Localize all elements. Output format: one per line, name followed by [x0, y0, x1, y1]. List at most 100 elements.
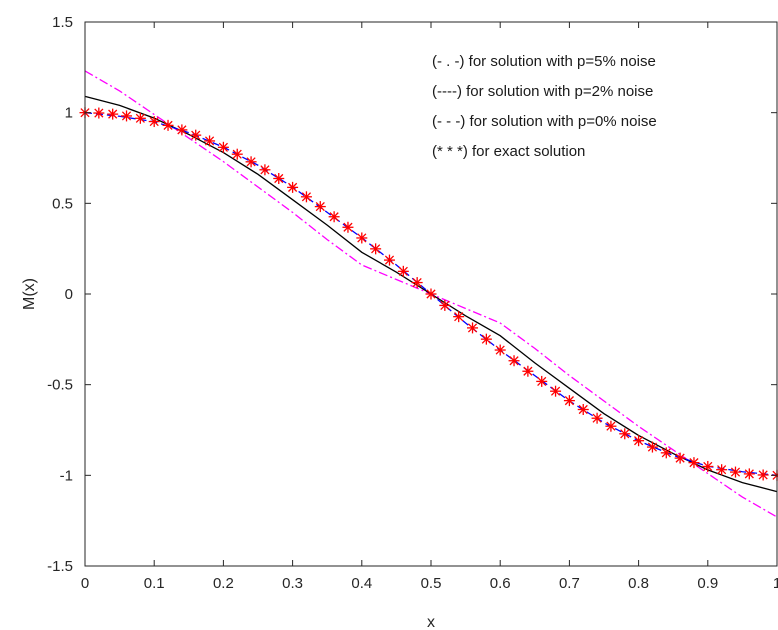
- y-tick-label: 0.5: [52, 195, 73, 212]
- exact-marker-stroke: [703, 461, 713, 472]
- exact-marker: [383, 254, 395, 266]
- x-tick-label: 0.5: [421, 575, 442, 592]
- exact-marker-stroke: [329, 212, 339, 222]
- exact-marker: [453, 311, 465, 323]
- exact-marker: [522, 365, 534, 377]
- exact-marker-stroke: [758, 470, 768, 480]
- y-tick-label: -1: [60, 467, 73, 484]
- exact-marker: [204, 135, 216, 147]
- exact-marker: [536, 375, 548, 387]
- exact-marker-stroke: [537, 376, 547, 386]
- exact-marker-stroke: [481, 334, 491, 344]
- exact-marker-stroke: [301, 192, 312, 202]
- exact-marker-stroke: [620, 429, 630, 439]
- exact-marker: [425, 288, 437, 300]
- exact-marker: [757, 469, 769, 481]
- exact-marker: [494, 344, 506, 356]
- exact-marker-stroke: [509, 356, 519, 366]
- x-tick-label: 0.1: [144, 575, 165, 592]
- exact-marker: [439, 299, 451, 311]
- x-tick-label: 0.3: [282, 575, 303, 592]
- x-tick-label: 0.2: [213, 575, 234, 592]
- exact-marker: [273, 172, 285, 184]
- exact-marker: [121, 110, 133, 122]
- x-tick-label: 1: [773, 575, 778, 592]
- exact-marker-stroke: [592, 413, 602, 423]
- exact-marker-stroke: [634, 436, 644, 446]
- exact-marker-stroke: [440, 300, 450, 311]
- exact-marker: [743, 468, 755, 480]
- y-tick-label: -1.5: [47, 558, 73, 575]
- exact-marker-stroke: [398, 266, 408, 276]
- exact-marker: [605, 420, 617, 432]
- exact-marker-stroke: [564, 396, 574, 406]
- x-tick-label: 0: [81, 575, 89, 592]
- exact-marker: [245, 156, 257, 168]
- exact-marker: [300, 191, 312, 203]
- exact-marker-stroke: [523, 366, 533, 376]
- exact-marker: [287, 181, 299, 193]
- exact-marker-stroke: [647, 442, 658, 452]
- exact-marker: [646, 441, 658, 453]
- exact-marker: [688, 457, 700, 469]
- exact-marker: [563, 395, 575, 407]
- exact-marker: [660, 447, 672, 459]
- exact-marker-stroke: [606, 421, 616, 431]
- cropped-header-text: [190, 0, 195, 7]
- exact-marker-stroke: [108, 109, 118, 119]
- exact-marker-stroke: [675, 453, 685, 463]
- exact-marker-stroke: [412, 277, 422, 288]
- y-axis-label: M(x): [21, 278, 38, 310]
- exact-marker-stroke: [204, 136, 215, 146]
- exact-marker: [231, 148, 243, 160]
- y-tick-label: 1.5: [52, 14, 73, 31]
- exact-marker: [397, 265, 409, 277]
- exact-marker-stroke: [177, 125, 187, 135]
- exact-marker-stroke: [550, 386, 561, 396]
- legend-entry-2: (----) for solution with p=2% noise: [432, 83, 653, 100]
- legend-entry-1: (- . -) for solution with p=5% noise: [432, 53, 656, 70]
- exact-marker-stroke: [426, 289, 436, 299]
- exact-marker: [356, 232, 368, 244]
- exact-marker: [217, 141, 229, 153]
- exact-marker-stroke: [121, 111, 132, 121]
- exact-marker-stroke: [689, 458, 699, 468]
- exact-marker-stroke: [343, 222, 353, 232]
- y-tick-label: 0: [65, 286, 73, 303]
- exact-marker-stroke: [232, 149, 242, 159]
- exact-marker: [716, 464, 728, 476]
- exact-marker: [619, 428, 631, 440]
- legend-entry-4: (* * *) for exact solution: [432, 143, 585, 160]
- exact-marker-stroke: [730, 467, 741, 477]
- exact-marker: [314, 201, 326, 213]
- exact-marker-stroke: [467, 323, 478, 333]
- x-tick-label: 0.6: [490, 575, 511, 592]
- plot-markers: [79, 107, 778, 481]
- exact-marker-stroke: [274, 173, 284, 184]
- exact-marker-stroke: [315, 202, 325, 212]
- exact-marker: [328, 211, 340, 223]
- exact-marker-stroke: [717, 465, 727, 475]
- exact-marker: [107, 108, 119, 120]
- exact-marker: [550, 385, 562, 397]
- x-tick-label: 0.7: [559, 575, 580, 592]
- exact-marker: [370, 243, 382, 255]
- exact-marker: [591, 412, 603, 424]
- exact-marker-stroke: [454, 312, 464, 322]
- x-tick-label: 0.4: [351, 575, 372, 592]
- exact-marker: [148, 116, 160, 128]
- exact-marker-stroke: [495, 345, 505, 355]
- exact-marker: [93, 107, 105, 119]
- exact-marker: [342, 221, 354, 233]
- exact-marker: [729, 466, 741, 478]
- exact-marker: [508, 355, 520, 367]
- y-tick-label: -0.5: [47, 377, 73, 394]
- exact-marker-stroke: [578, 404, 588, 415]
- exact-marker-stroke: [288, 182, 298, 192]
- exact-marker-stroke: [661, 448, 671, 458]
- exact-marker: [134, 112, 146, 124]
- exact-marker: [480, 333, 492, 345]
- exact-marker: [190, 129, 202, 141]
- exact-marker: [577, 404, 589, 416]
